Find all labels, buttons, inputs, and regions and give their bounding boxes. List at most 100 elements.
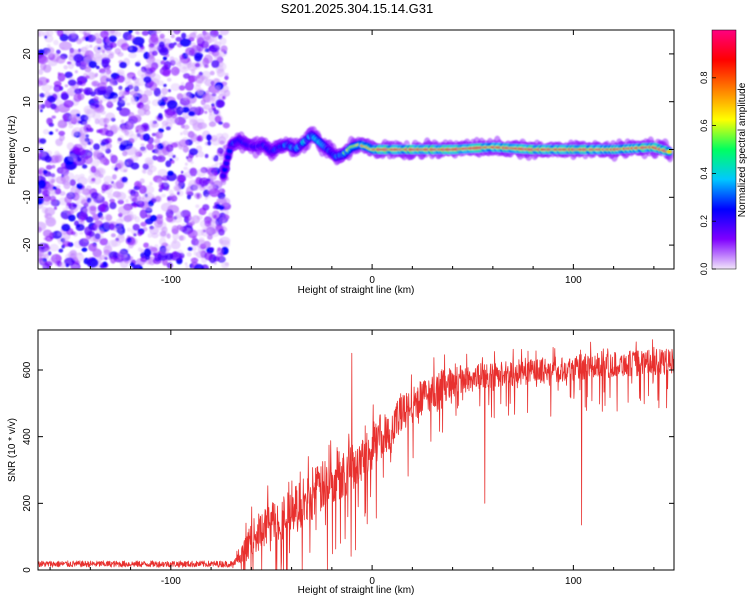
noise-blob [109, 198, 115, 203]
y-tick-label: 400 [22, 428, 33, 445]
noise-blob [63, 181, 71, 190]
noise-blob [104, 124, 108, 128]
noise-blob [40, 109, 43, 113]
noise-blob [189, 32, 197, 39]
noise-blob [46, 44, 51, 48]
noise-blob [112, 183, 117, 189]
noise-blob [69, 179, 76, 187]
noise-blob [71, 231, 76, 236]
noise-blob [115, 192, 123, 198]
noise-blob [108, 239, 118, 248]
noise-blob [117, 199, 125, 205]
noise-blob [164, 64, 169, 68]
noise-blob [44, 155, 52, 163]
noise-blob [91, 212, 96, 216]
figure-title: S201.2025.304.15.14.G31 [280, 1, 434, 16]
noise-blob [163, 83, 167, 88]
noise-blob [68, 63, 74, 70]
noise-blob [39, 147, 44, 153]
noise-blob [67, 153, 77, 162]
colorbar-ticks: 0.0 0.2 0.4 0.6 0.8 [699, 72, 716, 276]
noise-blob [76, 80, 83, 86]
noise-blob [97, 46, 101, 50]
noise-blob [61, 237, 68, 243]
noise-blob [75, 60, 81, 67]
noise-blob [194, 62, 201, 68]
noise-blob [115, 159, 124, 168]
noise-blob [173, 185, 182, 192]
noise-blob [178, 63, 189, 73]
noise-blob [102, 253, 109, 258]
noise-blob [42, 229, 53, 238]
noise-blob [48, 131, 54, 135]
noise-blob [215, 162, 220, 166]
x-tick-label: -100 [161, 576, 181, 587]
noise-blob [38, 76, 49, 86]
noise-blob [109, 42, 117, 48]
noise-blob [49, 195, 57, 202]
noise-blob [144, 83, 150, 90]
noise-blob [210, 135, 218, 142]
x-tick-label: 100 [565, 576, 582, 587]
noise-blob [109, 51, 115, 56]
noise-blob [168, 193, 177, 201]
noise-blob [195, 74, 204, 84]
noise-blob [128, 52, 137, 59]
noise-blob [153, 138, 161, 144]
snr-frame [37, 329, 675, 571]
noise-blob [120, 119, 125, 124]
noise-blob [47, 173, 57, 182]
noise-blob [81, 164, 88, 169]
noise-blob [190, 257, 199, 264]
noise-blob [167, 170, 174, 176]
noise-blob [99, 30, 109, 39]
noise-blob [109, 35, 117, 43]
noise-blob [125, 198, 129, 203]
colorbar: 0.0 0.2 0.4 0.6 0.8 Normalized spectral ampl… [699, 29, 748, 276]
snr-y-axis-label: SNR (10 * v/v) [7, 418, 18, 482]
noise-blob [124, 146, 137, 156]
noise-blob [119, 107, 131, 117]
colorbar-tick-label: 0.0 [699, 263, 709, 276]
noise-blob [198, 207, 207, 216]
noise-blob [166, 100, 178, 109]
noise-blob [68, 90, 75, 96]
noise-blob [119, 88, 126, 96]
noise-blob [159, 247, 170, 256]
noise-blob [108, 251, 119, 259]
noise-blob [224, 210, 229, 215]
noise-blob [221, 132, 229, 140]
colorbar-tick-label: 0.8 [699, 72, 709, 85]
noise-blob [193, 263, 205, 269]
noise-blob [144, 157, 154, 166]
noise-blob [224, 89, 231, 97]
noise-blob [175, 36, 183, 42]
noise-blob [58, 248, 64, 253]
noise-blob [112, 95, 119, 103]
noise-blob [74, 70, 78, 74]
noise-blob [59, 85, 62, 89]
noise-blob [105, 130, 114, 137]
noise-blob [137, 59, 141, 64]
noise-blob [49, 243, 59, 252]
noise-blob [38, 97, 44, 103]
noise-blob [89, 243, 98, 253]
noise-blob [94, 52, 102, 59]
noise-blob [93, 96, 99, 102]
noise-blob [99, 238, 109, 246]
noise-blob [143, 248, 152, 257]
noise-blob [99, 264, 105, 269]
noise-blob [74, 88, 82, 95]
noise-blob [191, 72, 196, 75]
noise-blob [199, 186, 206, 191]
noise-blob [183, 171, 191, 178]
noise-blob [172, 238, 177, 244]
y-tick-label: -10 [22, 190, 33, 205]
colorbar-tick-label: 0.6 [699, 119, 709, 132]
noise-blob [112, 174, 117, 180]
noise-scatter [38, 30, 232, 269]
noise-blob [93, 38, 102, 44]
noise-blob [159, 237, 167, 246]
noise-blob [116, 106, 122, 111]
noise-blob [182, 124, 190, 130]
